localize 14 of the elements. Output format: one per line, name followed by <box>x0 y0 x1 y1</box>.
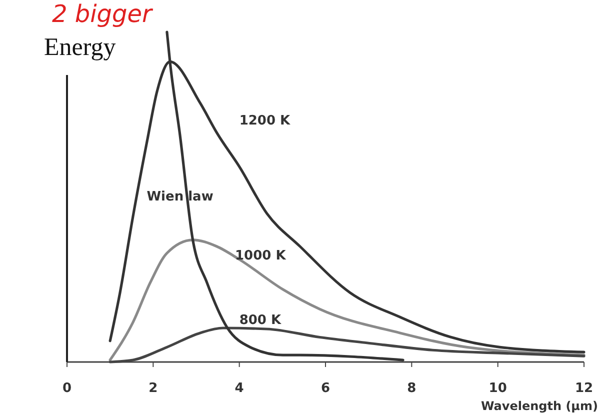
x-tick-label: 6 <box>320 381 330 396</box>
x-tick-label: 0 <box>62 381 72 396</box>
series-label: 1000 K <box>235 248 287 264</box>
x-tick-label: 2 <box>148 381 158 396</box>
x-tick-label: 10 <box>488 381 507 396</box>
y-axis-title: Energy <box>44 34 116 61</box>
x-tick-label: 12 <box>574 381 594 396</box>
x-tick-label: 4 <box>234 381 244 396</box>
series-label: 1200 K <box>239 113 292 128</box>
x-tick-label: 8 <box>407 381 416 396</box>
x-axis-title: Wavelength (µm) <box>480 399 598 413</box>
series-label: Wien law <box>146 189 214 204</box>
series-label: 800 K <box>239 313 282 328</box>
text: 2 bigger <box>52 0 154 28</box>
